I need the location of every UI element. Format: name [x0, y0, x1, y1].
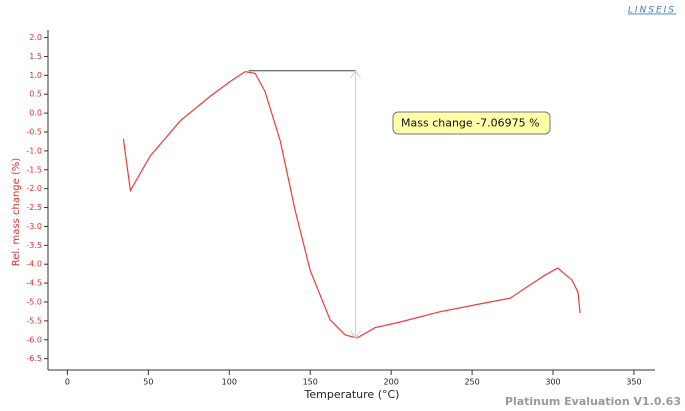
footer: Platinum Evaluation V1.0.63 — [505, 395, 681, 408]
brand-logo: LINSEIS — [628, 6, 676, 16]
y-tick-label: -3.0 — [26, 222, 42, 231]
y-tick-label: -3.5 — [26, 241, 42, 250]
arrow-head — [350, 69, 361, 339]
y-tick-label: -6.0 — [26, 335, 42, 344]
y-tick-label: -4.5 — [26, 279, 42, 288]
y-axis-label: Rel. mass change (%) — [11, 158, 22, 267]
x-tick-label: 50 — [143, 378, 153, 387]
y-tick-label: -5.5 — [26, 316, 42, 325]
y-tick-label: -0.5 — [26, 128, 42, 137]
y-tick-label: 2.0 — [29, 33, 42, 42]
data-line — [122, 70, 581, 339]
x-tick-label: 300 — [545, 378, 560, 387]
y-tick-label: 1.5 — [29, 52, 42, 61]
x-tick-label: 200 — [384, 378, 399, 387]
y-tick-label: -6.5 — [26, 354, 42, 363]
y-tick-label: -2.5 — [26, 203, 42, 212]
y-tick-label: -1.0 — [26, 146, 42, 155]
x-tick-label: 0 — [65, 378, 70, 387]
y-tick-label: -2.0 — [26, 184, 42, 193]
y-tick-label: 1.0 — [29, 71, 42, 80]
x-tick-label: 100 — [222, 378, 237, 387]
x-axis-label: Temperature (°C) — [304, 388, 400, 401]
x-tick-label: 350 — [626, 378, 641, 387]
x-tick-label: 150 — [303, 378, 318, 387]
y-tick-label: 0.5 — [29, 90, 42, 99]
annotation-box — [392, 111, 551, 135]
y-tick-label: -5.0 — [26, 298, 42, 307]
annotation-text: Mass change -7.06975 % — [401, 117, 540, 130]
y-tick-label: 0.0 — [29, 109, 42, 118]
y-tick-label: -1.5 — [26, 165, 42, 174]
x-tick-label: 250 — [464, 378, 479, 387]
y-tick-label: -4.0 — [26, 260, 42, 269]
